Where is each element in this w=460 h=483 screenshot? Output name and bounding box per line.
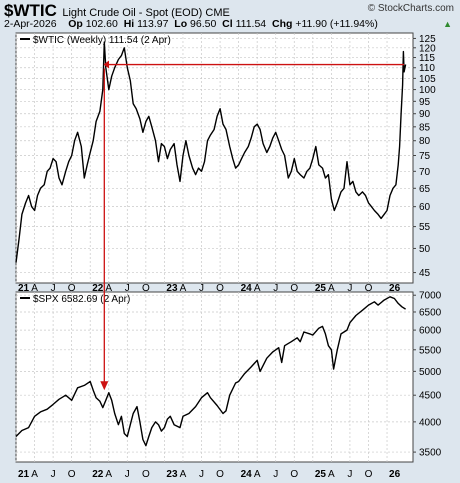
wtic-y-tick-label: 70: [419, 167, 431, 178]
change-value: +11.90 (+11.94%): [295, 18, 378, 30]
wtic-legend-label: $WTIC (Weekly) 111.54 (2 Apr): [33, 35, 171, 46]
close-value: 111.54: [235, 18, 267, 30]
wtic-y-tick-label: 125: [419, 34, 436, 45]
bottom-x-tick-label: 24: [241, 469, 253, 480]
low-value: 96.50: [190, 18, 217, 30]
top-x-tick-label: 24: [241, 283, 253, 294]
spx-y-tick-label: 5000: [419, 367, 442, 378]
close-label: Cl: [222, 18, 233, 30]
bottom-x-tick-label: J: [51, 469, 56, 480]
wtic-y-tick-label: 75: [419, 151, 431, 162]
wtic-y-tick-label: 50: [419, 244, 431, 255]
wtic-series-line: [15, 41, 407, 263]
bottom-x-tick-label: J: [273, 469, 278, 480]
wtic-y-tick-label: 105: [419, 74, 436, 85]
spx-y-tick-label: 7000: [419, 291, 442, 302]
wtic-y-tick-label: 55: [419, 222, 431, 233]
top-x-tick-label: J: [199, 283, 204, 294]
bottom-x-tick-label: 26: [389, 469, 401, 480]
high-value: 113.97: [137, 18, 169, 30]
top-x-tick-label: A: [328, 283, 335, 294]
top-x-tick-label: 21: [18, 283, 30, 294]
top-x-tick-label: J: [125, 283, 130, 294]
wtic-y-tick-label: 80: [419, 136, 431, 147]
wtic-y-tick-label: 115: [419, 53, 435, 64]
quote-date: 2-Apr-2026: [4, 18, 57, 30]
bottom-x-tick-label: J: [199, 469, 204, 480]
wtic-y-tick-label: 45: [419, 268, 431, 279]
wtic-y-tick-label: 100: [419, 85, 436, 96]
bottom-x-tick-label: O: [216, 469, 224, 480]
top-x-tick-label: O: [216, 283, 224, 294]
bottom-x-tick-label: A: [31, 469, 38, 480]
spx-y-tick-label: 5500: [419, 345, 442, 356]
bottom-x-tick-label: A: [105, 469, 112, 480]
top-x-tick-label: A: [31, 283, 38, 294]
wtic-y-tick-label: 120: [419, 43, 436, 54]
top-x-tick-label: 22: [92, 283, 104, 294]
wtic-plot-area: [15, 32, 414, 284]
spx-y-tick-label: 6000: [419, 326, 442, 337]
top-x-tick-label: A: [105, 283, 112, 294]
low-label: Lo: [174, 18, 188, 30]
wtic-y-tick-label: 65: [419, 184, 431, 195]
open-label: Op: [68, 18, 83, 30]
bottom-x-tick-label: A: [254, 469, 261, 480]
annotation-down-arrowhead: [100, 381, 109, 391]
top-x-tick-label: 25: [315, 283, 327, 294]
open-value: 102.60: [85, 18, 118, 30]
top-x-tick-label: 23: [166, 283, 178, 294]
top-x-tick-label: A: [254, 283, 261, 294]
top-x-tick-label: O: [365, 283, 373, 294]
top-x-tick-label: J: [51, 283, 56, 294]
top-x-tick-label: O: [68, 283, 76, 294]
wtic-y-tick-label: 90: [419, 109, 431, 120]
top-x-tick-label: J: [273, 283, 278, 294]
bottom-x-tick-label: 21: [18, 469, 30, 480]
symbol-description: Light Crude Oil - Spot (EOD) CME: [62, 7, 230, 19]
bottom-x-tick-label: 22: [92, 469, 104, 480]
symbol-title: $WTIC: [4, 1, 57, 20]
bottom-x-tick-label: A: [180, 469, 187, 480]
spx-legend-label: $SPX 6582.69 (2 Apr): [33, 294, 130, 305]
top-x-tick-label: O: [290, 283, 298, 294]
top-x-tick-label: O: [142, 283, 150, 294]
wtic-y-tick-label: 95: [419, 97, 431, 108]
top-x-tick-label: J: [347, 283, 352, 294]
bottom-x-tick-label: A: [328, 469, 335, 480]
bottom-x-tick-label: J: [347, 469, 352, 480]
top-x-tick-label: A: [180, 283, 187, 294]
wtic-y-tick-label: 60: [419, 202, 431, 213]
title-row: $WTIC Light Crude Oil - Spot (EOD) CME: [4, 1, 230, 21]
up-triangle-icon: ▲: [443, 19, 452, 29]
change-label: Chg: [272, 18, 293, 30]
bottom-x-tick-label: J: [125, 469, 130, 480]
top-x-tick-label: 26: [389, 283, 401, 294]
ohlc-row: 2-Apr-2026 Op 102.60 Hi 113.97 Lo 96.50 …: [4, 18, 378, 30]
annotation-left-arrowhead: [103, 60, 110, 69]
chart-header: $WTIC Light Crude Oil - Spot (EOD) CME ©…: [0, 0, 460, 32]
bottom-x-tick-label: 25: [315, 469, 327, 480]
bottom-x-tick-label: O: [142, 469, 150, 480]
bottom-x-tick-label: O: [68, 469, 76, 480]
spx-y-tick-label: 4000: [419, 417, 442, 428]
wtic-y-tick-label: 85: [419, 122, 431, 133]
spx-y-tick-label: 6500: [419, 307, 442, 318]
spx-series-line: [15, 296, 406, 447]
bottom-x-tick-label: 23: [166, 469, 178, 480]
spx-y-tick-label: 3500: [419, 448, 442, 459]
stockcharts-watermark: © StockCharts.com: [367, 3, 454, 14]
bottom-x-tick-label: O: [365, 469, 373, 480]
spx-y-tick-label: 4500: [419, 391, 442, 402]
high-label: Hi: [123, 18, 135, 30]
wtic-y-tick-label: 110: [419, 63, 435, 74]
bottom-x-tick-label: O: [290, 469, 298, 480]
